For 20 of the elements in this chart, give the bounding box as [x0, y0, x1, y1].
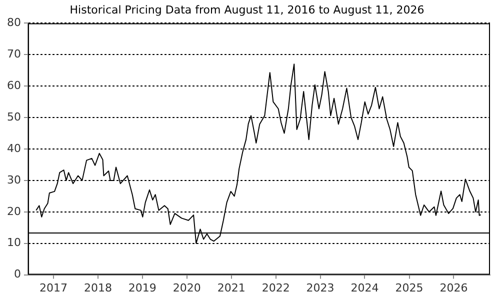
x-tick-label: 2022 [262, 281, 290, 294]
y-tick-label: 40 [6, 142, 21, 155]
y-tick-label: 10 [6, 236, 21, 250]
x-tick-label: 2020 [172, 281, 201, 294]
x-tick-label: 2023 [306, 281, 334, 294]
x-tick-label: 2017 [40, 281, 68, 294]
x-tick-label: 2026 [440, 281, 468, 294]
x-tick-label: 2018 [84, 281, 112, 294]
x-tick-label: 2021 [217, 281, 246, 294]
y-tick-label: 30 [6, 173, 21, 186]
y-tick-label: 60 [6, 78, 21, 92]
y-tick-label: 70 [6, 48, 21, 61]
x-tick-label: 2024 [350, 281, 379, 294]
y-tick-label: 0 [14, 268, 21, 281]
x-tick-label: 2025 [395, 281, 424, 294]
y-tick-label: 80 [6, 16, 21, 30]
y-tick-label: 50 [6, 110, 21, 124]
x-tick-label: 2019 [128, 281, 156, 294]
y-tick-label: 20 [6, 204, 21, 218]
chart-title: Historical Pricing Data from August 11, 2016 to August 11, 2026 [70, 3, 424, 16]
